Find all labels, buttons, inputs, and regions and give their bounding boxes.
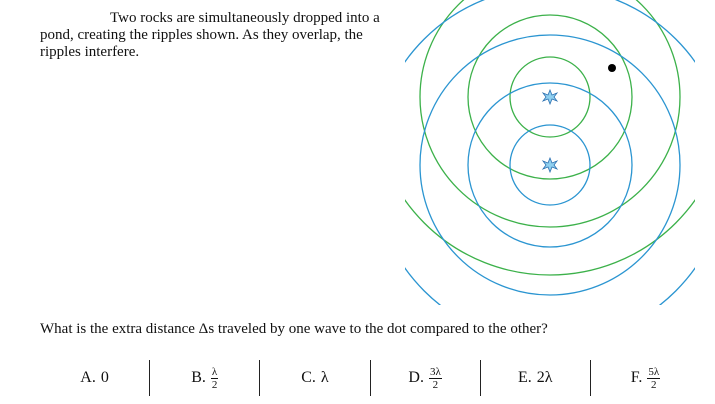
answer-option[interactable]: A. 0 — [40, 358, 149, 398]
intro-text: Two rocks are simultaneously dropped int… — [40, 10, 380, 60]
option-text: λ — [320, 369, 329, 386]
numerator: 5λ — [647, 365, 661, 379]
separator — [149, 360, 151, 396]
denominator: 2 — [211, 378, 218, 391]
option-text: 2λ — [536, 369, 553, 386]
option-letter: B. — [191, 369, 206, 386]
question-text: What is the extra distance Δs traveled b… — [40, 321, 548, 337]
option-letter: E. — [518, 369, 532, 386]
numerator: λ — [210, 365, 219, 379]
denominator: 2 — [432, 378, 439, 391]
fraction: 3λ 2 — [428, 365, 442, 391]
ripples — [405, 0, 695, 305]
option-letter: D. — [408, 369, 424, 386]
option-letter: A. — [80, 369, 96, 386]
numerator: 3λ — [428, 365, 442, 379]
answer-options: A. 0 B. λ 2 C. λ D. 3λ 2 E. 2λ F. 5λ 2 — [40, 358, 700, 398]
option-letter: C. — [301, 369, 316, 386]
dot — [608, 64, 616, 72]
separator — [589, 360, 591, 396]
answer-option[interactable]: F. 5λ 2 — [591, 358, 700, 398]
option-text: 0 — [100, 369, 109, 386]
option-letter: F. — [630, 369, 643, 386]
fraction: 5λ 2 — [647, 365, 661, 391]
denominator: 2 — [651, 378, 657, 391]
answer-option[interactable]: C. λ — [260, 358, 369, 398]
separator — [479, 360, 481, 396]
answer-option[interactable]: E. 2λ — [481, 358, 590, 398]
separator — [369, 360, 371, 396]
ripple-figure — [405, 0, 695, 305]
separator — [259, 360, 261, 396]
rock-markers — [541, 88, 559, 174]
answer-option[interactable]: B. λ 2 — [150, 358, 259, 398]
answer-option[interactable]: D. 3λ 2 — [371, 358, 480, 398]
